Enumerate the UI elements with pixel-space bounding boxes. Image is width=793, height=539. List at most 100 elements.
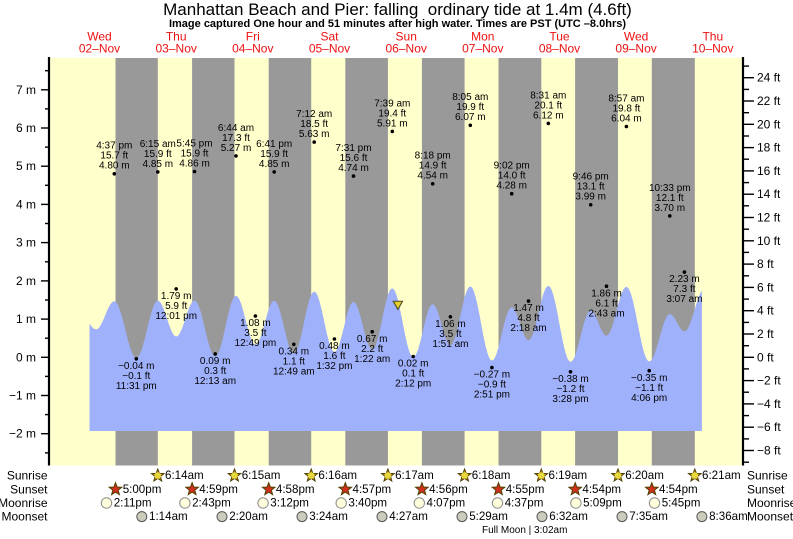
svg-text:9:46 pm: 9:46 pm xyxy=(573,172,609,183)
svg-text:13.1 ft: 13.1 ft xyxy=(577,182,605,193)
svg-text:1.08 m: 1.08 m xyxy=(240,318,271,329)
svg-text:1.06 m: 1.06 m xyxy=(435,319,466,330)
svg-text:3:28 pm: 3:28 pm xyxy=(552,394,588,405)
svg-text:1:14am: 1:14am xyxy=(149,510,188,523)
svg-text:Moonset: Moonset xyxy=(1,510,48,524)
svg-text:4:55pm: 4:55pm xyxy=(506,483,545,496)
svg-text:6:14am: 6:14am xyxy=(165,469,204,482)
svg-text:Sun: Sun xyxy=(396,30,417,44)
svg-text:−1 m: −1 m xyxy=(9,389,36,403)
svg-text:Image captured One hour and 51: Image captured One hour and 51 minutes a… xyxy=(169,18,626,30)
svg-text:−0.9 ft: −0.9 ft xyxy=(478,380,506,391)
svg-text:4:54pm: 4:54pm xyxy=(659,483,698,496)
svg-text:6:16am: 6:16am xyxy=(318,469,357,482)
svg-text:18 ft: 18 ft xyxy=(757,141,781,155)
svg-text:Tue: Tue xyxy=(549,30,570,44)
svg-text:12:49 am: 12:49 am xyxy=(273,366,315,377)
svg-text:15.9 ft: 15.9 ft xyxy=(260,149,288,160)
svg-text:Fri: Fri xyxy=(246,30,260,44)
svg-text:−4 ft: −4 ft xyxy=(757,397,781,411)
svg-text:0 ft: 0 ft xyxy=(757,350,774,364)
svg-text:0.48 m: 0.48 m xyxy=(319,341,350,352)
svg-text:1:32 pm: 1:32 pm xyxy=(316,361,352,372)
svg-text:05–Nov: 05–Nov xyxy=(309,42,350,56)
svg-text:03–Nov: 03–Nov xyxy=(156,42,197,56)
svg-text:15.6 ft: 15.6 ft xyxy=(340,153,368,164)
svg-text:−0.27 m: −0.27 m xyxy=(474,370,510,381)
svg-text:−0.04 m: −0.04 m xyxy=(118,361,154,372)
svg-text:1 m: 1 m xyxy=(16,312,36,326)
svg-text:Moonset: Moonset xyxy=(747,510,793,524)
svg-text:3.70 m: 3.70 m xyxy=(655,203,686,214)
svg-text:6:20am: 6:20am xyxy=(625,469,664,482)
svg-text:7:35am: 7:35am xyxy=(629,510,668,523)
svg-text:19.4 ft: 19.4 ft xyxy=(378,108,406,119)
svg-text:1:22 am: 1:22 am xyxy=(354,354,390,365)
svg-text:6:41 pm: 6:41 pm xyxy=(256,139,292,150)
svg-text:4.80 m: 4.80 m xyxy=(99,161,130,172)
svg-text:14.9 ft: 14.9 ft xyxy=(419,161,447,172)
svg-text:2:20am: 2:20am xyxy=(229,510,268,523)
svg-text:2:51 pm: 2:51 pm xyxy=(474,390,510,401)
svg-text:Wed: Wed xyxy=(624,30,648,44)
svg-text:Sat: Sat xyxy=(320,30,339,44)
svg-text:4.85 m: 4.85 m xyxy=(259,159,290,170)
svg-text:Sunrise: Sunrise xyxy=(747,469,788,483)
svg-text:1.86 m: 1.86 m xyxy=(591,288,622,299)
svg-text:5:45 pm: 5:45 pm xyxy=(176,139,212,150)
svg-text:Sunset: Sunset xyxy=(747,482,785,496)
svg-text:4:59pm: 4:59pm xyxy=(199,483,238,496)
svg-text:19.8 ft: 19.8 ft xyxy=(612,103,640,114)
svg-text:−1.2 ft: −1.2 ft xyxy=(556,384,584,395)
svg-text:2:43 am: 2:43 am xyxy=(588,308,624,319)
svg-text:8:31 am: 8:31 am xyxy=(530,90,566,101)
svg-text:2 ft: 2 ft xyxy=(757,327,774,341)
svg-text:14 ft: 14 ft xyxy=(757,187,781,201)
svg-text:1.6 ft: 1.6 ft xyxy=(323,351,345,362)
svg-text:6:17am: 6:17am xyxy=(395,469,434,482)
svg-text:7 m: 7 m xyxy=(16,83,36,97)
svg-text:6 m: 6 m xyxy=(16,121,36,135)
svg-text:22 ft: 22 ft xyxy=(757,94,781,108)
svg-text:6.07 m: 6.07 m xyxy=(455,112,486,123)
svg-text:20 ft: 20 ft xyxy=(757,117,781,131)
svg-text:Thu: Thu xyxy=(702,30,723,44)
svg-text:4.74 m: 4.74 m xyxy=(338,163,369,174)
svg-text:0.34 m: 0.34 m xyxy=(279,346,310,357)
svg-text:1.79 m: 1.79 m xyxy=(161,291,192,302)
svg-text:3.5 ft: 3.5 ft xyxy=(244,328,266,339)
svg-text:04–Nov: 04–Nov xyxy=(232,42,273,56)
svg-text:15.9 ft: 15.9 ft xyxy=(144,149,172,160)
svg-text:Sunrise: Sunrise xyxy=(7,469,48,483)
svg-text:4:27am: 4:27am xyxy=(389,510,428,523)
svg-text:Manhattan Beach and Pier: fall: Manhattan Beach and Pier: falling ordina… xyxy=(163,0,632,19)
svg-text:6 ft: 6 ft xyxy=(757,280,774,294)
svg-text:−0.38 m: −0.38 m xyxy=(552,374,588,385)
svg-text:3:40pm: 3:40pm xyxy=(348,497,387,510)
svg-text:10:33 pm: 10:33 pm xyxy=(649,183,691,194)
svg-text:2.2 ft: 2.2 ft xyxy=(361,344,383,355)
svg-text:5.27 m: 5.27 m xyxy=(221,143,252,154)
svg-text:07–Nov: 07–Nov xyxy=(462,42,503,56)
svg-text:Full Moon | 3:02am: Full Moon | 3:02am xyxy=(482,525,567,536)
svg-text:−8 ft: −8 ft xyxy=(757,444,781,458)
svg-text:7.3 ft: 7.3 ft xyxy=(673,284,695,295)
svg-text:15.7 ft: 15.7 ft xyxy=(100,151,128,162)
svg-text:3.99 m: 3.99 m xyxy=(575,192,606,203)
svg-text:4:58pm: 4:58pm xyxy=(276,483,315,496)
svg-text:Moonrise: Moonrise xyxy=(747,496,793,510)
svg-text:Mon: Mon xyxy=(471,30,494,44)
svg-text:6.12 m: 6.12 m xyxy=(533,110,564,121)
svg-text:0.09 m: 0.09 m xyxy=(200,356,231,367)
svg-text:0.1 ft: 0.1 ft xyxy=(402,369,424,380)
svg-text:4.85 m: 4.85 m xyxy=(143,159,174,170)
svg-text:2:43pm: 2:43pm xyxy=(192,497,231,510)
svg-text:8:18 pm: 8:18 pm xyxy=(415,151,451,162)
svg-text:12.1 ft: 12.1 ft xyxy=(656,193,684,204)
svg-text:0 m: 0 m xyxy=(16,350,36,364)
svg-text:06–Nov: 06–Nov xyxy=(386,42,427,56)
svg-text:8:36am: 8:36am xyxy=(709,510,748,523)
svg-text:16 ft: 16 ft xyxy=(757,164,781,178)
svg-text:11:31 pm: 11:31 pm xyxy=(116,381,157,392)
svg-text:4 m: 4 m xyxy=(16,197,36,211)
